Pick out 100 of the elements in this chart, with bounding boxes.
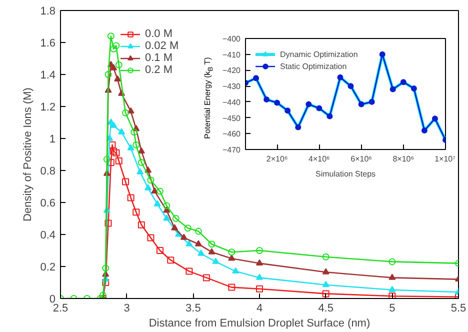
point: [127, 194, 134, 202]
y-tick-label: 1.8: [40, 6, 56, 18]
point: [212, 258, 220, 264]
y-tick-label: −430: [222, 82, 242, 92]
x-tick-label: 4: [256, 302, 263, 314]
y-tick-label: −400: [222, 34, 242, 44]
point: [118, 128, 126, 134]
point: [322, 253, 330, 260]
point: [163, 202, 170, 210]
legend-label: Static Optimization: [280, 60, 347, 72]
point: [130, 128, 138, 136]
y-tick-label: 1: [49, 134, 56, 146]
x-tick-label: 4×10⁶: [308, 154, 330, 164]
y-tick-label: −440: [222, 98, 242, 107]
point: [322, 280, 330, 288]
point: [156, 247, 164, 254]
y-tick-label: 0.8: [40, 166, 56, 178]
point: [322, 268, 330, 274]
point: [228, 284, 236, 291]
point: [138, 221, 145, 228]
point: [154, 200, 161, 206]
legend-label: 0.1 M: [145, 52, 173, 64]
y-tick-label: −460: [222, 130, 242, 139]
point: [147, 176, 154, 184]
point: [108, 141, 116, 148]
x-tick-label: 3: [124, 302, 130, 314]
point: [228, 254, 236, 261]
point: [138, 159, 145, 166]
x-tick-label: 5.5: [450, 302, 466, 314]
point: [171, 224, 178, 230]
point: [132, 208, 140, 216]
point: [110, 45, 118, 52]
x-tick-label: 1×10⁷: [434, 154, 456, 164]
legend-label: 0.0 M: [145, 28, 173, 40]
point: [110, 122, 118, 128]
y-tick-label: 0.6: [40, 198, 56, 210]
x-axis-title: Simulation Steps: [315, 170, 376, 178]
point: [114, 75, 122, 82]
point: [115, 157, 122, 164]
y-tick-label: −420: [222, 66, 242, 76]
point: [104, 71, 112, 78]
point: [388, 258, 396, 266]
point: [172, 215, 180, 222]
y-axis-title: Density of Positive Ions (M): [22, 88, 34, 222]
point: [388, 292, 396, 298]
legend-label: Dynamic Optimization: [280, 48, 358, 60]
y-tick-label: 1.4: [40, 70, 56, 82]
x-tick-label: 6×10⁶: [350, 154, 372, 164]
point: [184, 224, 192, 232]
legend-label: 0.2 M: [145, 64, 173, 76]
x-axis-title: Distance from Emulsion Droplet Surface (nm): [148, 318, 370, 330]
y-tick-label: 1.6: [40, 38, 56, 50]
point: [208, 240, 216, 248]
point: [122, 178, 130, 186]
point: [198, 250, 205, 256]
point: [110, 64, 118, 70]
y-tick-label: 0: [49, 294, 56, 306]
point: [136, 168, 144, 174]
point: [194, 240, 202, 246]
point: [110, 148, 118, 155]
point: [103, 156, 110, 163]
point: [167, 256, 174, 264]
point: [107, 32, 114, 40]
point: [256, 247, 263, 254]
y-tick-label: −410: [222, 50, 242, 60]
point: [156, 188, 164, 195]
y-tick-label: 0.2: [40, 262, 56, 274]
point: [256, 274, 263, 280]
point: [228, 248, 236, 256]
x-tick-label: 2×10⁶: [266, 154, 288, 164]
point: [186, 268, 193, 275]
point: [132, 141, 140, 148]
point: [112, 149, 120, 156]
point: [180, 234, 188, 240]
point: [163, 214, 170, 221]
x-tick-label: 2.5: [52, 302, 68, 314]
point: [147, 234, 154, 242]
point: [208, 248, 216, 254]
point: [388, 286, 396, 292]
x-tick-label: 4.5: [318, 302, 334, 314]
point: [256, 259, 263, 266]
point: [151, 187, 158, 194]
point: [122, 109, 130, 116]
point: [232, 267, 240, 274]
point: [194, 228, 202, 235]
point: [115, 61, 122, 68]
point: [127, 107, 134, 114]
point: [104, 220, 112, 227]
y-tick-label: 0.4: [40, 230, 56, 242]
point: [322, 290, 330, 298]
x-tick-label: 3.5: [186, 302, 201, 314]
x-tick-label: 8×10⁶: [392, 154, 414, 164]
point: [186, 240, 193, 246]
point: [144, 184, 152, 190]
point: [138, 147, 145, 154]
point: [202, 274, 210, 282]
point: [102, 264, 110, 272]
point: [127, 144, 134, 150]
y-tick-label: −450: [222, 114, 242, 123]
y-tick-label: −470: [222, 146, 242, 154]
